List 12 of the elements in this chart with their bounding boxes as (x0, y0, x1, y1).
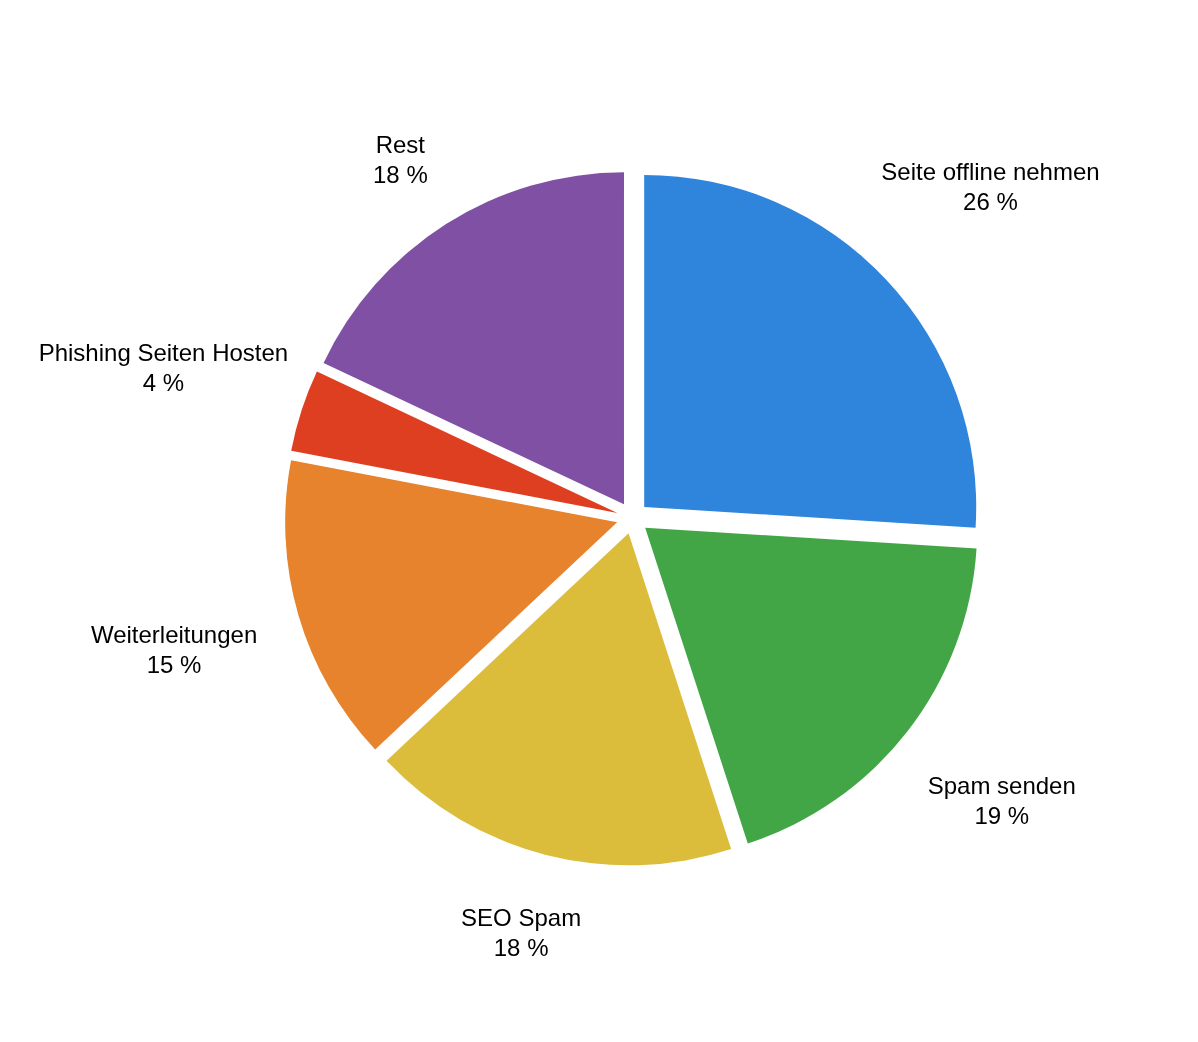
slice-label: Spam senden (927, 771, 1076, 799)
slice-label: Seite offline nehmen (881, 157, 1100, 185)
data-label: 26 % (963, 187, 1018, 215)
data-label: 18 % (373, 161, 428, 189)
slice-label: Rest (375, 131, 426, 159)
data-label: 4 % (142, 368, 185, 396)
slice-label: SEO Spam (461, 903, 582, 931)
slice-label: Weiterleitungen (90, 621, 258, 649)
data-label: 18 % (493, 933, 549, 961)
data-label: 19 % (974, 801, 1030, 829)
slice-label: Phishing Seiten Hosten (38, 338, 289, 366)
data-label: 15 % (146, 651, 202, 679)
